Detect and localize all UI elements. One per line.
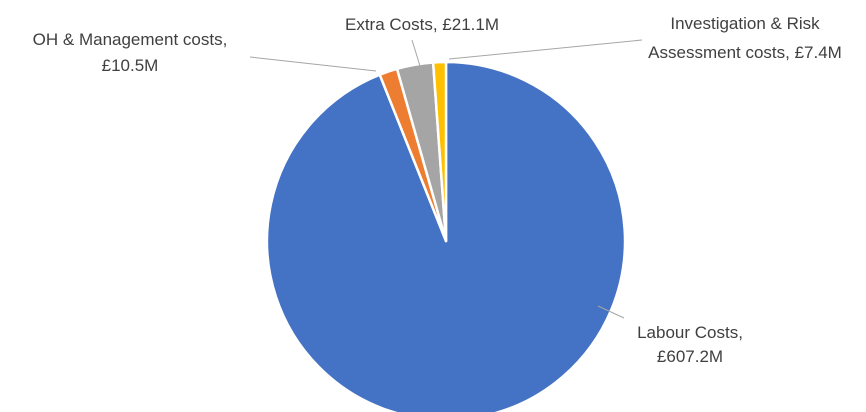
- leader-line-investigation-risk-assessment-costs: [448, 39, 643, 60]
- leader-line-labour-costs: [597, 305, 625, 319]
- pie-slices: [265, 60, 627, 412]
- data-label-line: OH & Management costs,: [33, 30, 228, 49]
- data-label-line: £10.5M: [102, 56, 159, 75]
- data-label-extra-costs: Extra Costs, £21.1M: [345, 15, 499, 34]
- leader-line-oh-management-costs: [249, 56, 377, 72]
- leader-line-extra-costs: [411, 39, 421, 67]
- data-label-oh-management-costs: OH & Management costs, £10.5M: [33, 30, 228, 75]
- data-labels: Labour Costs, £607.2M OH & Management cost…: [33, 14, 842, 366]
- data-label-labour-costs: Labour Costs, £607.2M: [637, 323, 743, 366]
- data-label-line: Investigation & Risk: [670, 14, 820, 33]
- data-label-line: Assessment costs, £7.4M: [648, 43, 842, 62]
- data-label-line: Labour Costs,: [637, 323, 743, 342]
- data-label-line: £607.2M: [657, 347, 723, 366]
- pie-slice-investigation-risk-assessment-costs: [431, 60, 448, 243]
- data-label-investigation-risk-assessment-costs: Investigation & Risk Assessment costs, £7…: [648, 14, 842, 62]
- data-label-line: Extra Costs, £21.1M: [345, 15, 499, 34]
- leader-lines: [249, 39, 643, 319]
